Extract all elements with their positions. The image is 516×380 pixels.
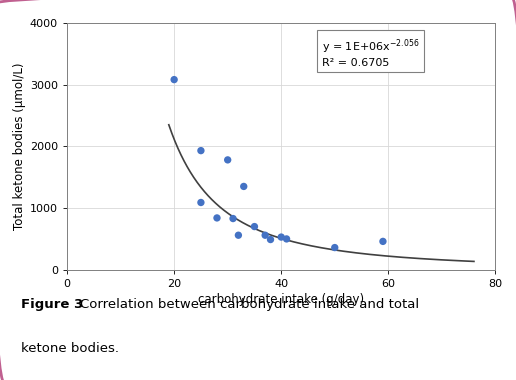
Point: [266, 236, 275, 242]
Text: y = 1E+06x$^{-2.056}$
R² = 0.6705: y = 1E+06x$^{-2.056}$ R² = 0.6705: [322, 38, 420, 68]
Point: [197, 147, 205, 154]
Point: [331, 245, 339, 251]
Point: [213, 215, 221, 221]
Point: [261, 232, 269, 238]
Text: Correlation between carbohydrate intake and total: Correlation between carbohydrate intake …: [80, 298, 419, 311]
Point: [379, 238, 387, 244]
Point: [229, 215, 237, 222]
Text: Figure 3: Figure 3: [21, 298, 83, 311]
Y-axis label: Total ketone bodies (μmol/L): Total ketone bodies (μmol/L): [13, 63, 26, 230]
Point: [223, 157, 232, 163]
Point: [170, 77, 179, 83]
Point: [239, 184, 248, 190]
X-axis label: carbohydrate intake (g/day): carbohydrate intake (g/day): [198, 293, 364, 306]
Point: [250, 223, 259, 230]
Point: [234, 232, 243, 238]
Point: [282, 236, 291, 242]
Point: [197, 200, 205, 206]
Point: [277, 234, 285, 240]
Text: ketone bodies.: ketone bodies.: [21, 342, 119, 355]
